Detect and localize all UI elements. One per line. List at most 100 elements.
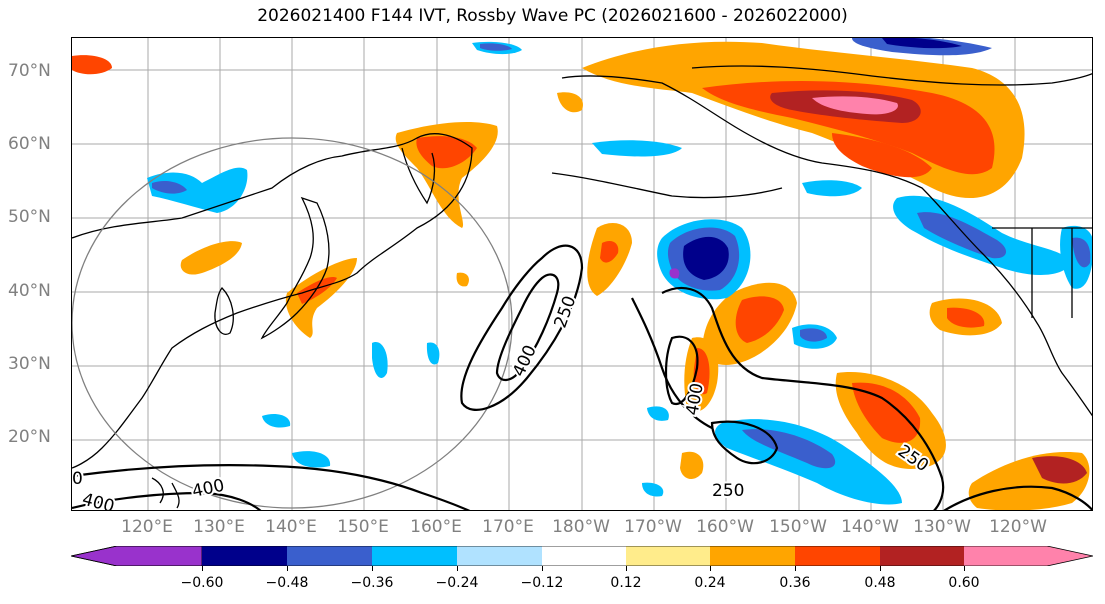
contour-250-south-loop — [710, 420, 779, 465]
colorbar-tick-label: 0.60 — [948, 575, 980, 591]
ivt-contours — [72, 244, 1092, 510]
colorbar-tickmark — [880, 566, 881, 571]
anomaly-hawaii-ne-core — [852, 382, 921, 443]
colorbar-band-1 — [202, 546, 287, 566]
anomaly-pacific-small-3 — [372, 342, 388, 378]
anomaly-pacific-small-2 — [292, 451, 331, 468]
lon-label-160w: 160°W — [696, 517, 754, 537]
colorbar-band-6 — [626, 546, 710, 566]
contour-250-mid — [460, 244, 584, 411]
anomaly-mid-pacific-west-core — [600, 241, 619, 263]
coast-canada-north — [691, 65, 1092, 86]
colorbar-extend-low — [70, 545, 203, 567]
anomaly-kamchatka-core — [416, 136, 477, 169]
anomaly-siberia-1 — [147, 167, 248, 213]
colorbar-tickmark — [626, 566, 627, 571]
anomaly-pacific-small-6 — [647, 406, 669, 421]
coast-japan — [260, 196, 330, 340]
colorbar-tick-label: −0.48 — [265, 575, 309, 591]
lon-label-160e: 160°E — [410, 517, 462, 537]
contour-label-400-sw2: 400 — [80, 489, 117, 511]
anomaly-subtropical-band-core — [742, 429, 836, 469]
lat-label-70n: 70°N — [8, 61, 51, 81]
colorbar-band-8 — [795, 546, 880, 566]
anomaly-japan-core — [297, 277, 337, 304]
anomaly-okhotsk-north-core — [480, 43, 512, 51]
contour-se — [943, 485, 1092, 510]
colorbar-tick-label: −0.60 — [180, 575, 224, 591]
anomaly-se-corner-core — [1032, 456, 1087, 484]
anomaly-gulf-blue — [802, 180, 862, 197]
anomaly-bering-strip — [592, 140, 682, 157]
contour-central-east — [661, 286, 945, 510]
anomaly-east-edge-core — [1072, 237, 1091, 268]
lon-label-120e: 120°E — [121, 517, 173, 537]
anomaly-siberia-1-core — [152, 180, 187, 194]
anomaly-alaska-core — [702, 81, 995, 175]
anomaly-california-west-core — [947, 307, 985, 328]
contour-sw-400 — [72, 491, 262, 510]
contour-central-east-2 — [631, 297, 713, 429]
colorbar-tickmark — [457, 566, 458, 571]
colorbar-extend-high — [964, 546, 1093, 566]
lat-label-40n: 40°N — [8, 281, 51, 301]
lon-label-170e: 170°E — [482, 517, 534, 537]
colorbar — [70, 545, 1094, 567]
coast-alaska — [561, 75, 1092, 417]
colorbar-tick-label: −0.24 — [435, 575, 479, 591]
ivt-negative-anomalies — [147, 38, 1092, 505]
map-panel[interactable]: 250 400 400 250 250 400 400 0 — [71, 37, 1093, 511]
anomaly-small-3 — [72, 55, 112, 75]
anomaly-ne-pacific-low-core — [683, 236, 729, 280]
lon-label-120w: 120°W — [989, 517, 1047, 537]
lon-label-140w: 140°W — [841, 517, 899, 537]
anomaly-small-2 — [557, 92, 583, 113]
colorbar-band-9 — [880, 546, 964, 566]
lon-label-140e: 140°E — [265, 517, 317, 537]
colorbar-band-4 — [457, 546, 542, 566]
contour-400-mid — [495, 273, 560, 381]
colorbar-tickmark — [795, 566, 796, 571]
colorbar-tick-label: 0.48 — [864, 575, 896, 591]
contour-south — [72, 464, 471, 510]
anomaly-alaska-max — [812, 96, 898, 115]
anomaly-small-1 — [456, 272, 469, 287]
coast-us-states — [992, 227, 1092, 318]
colorbar-tickmark — [542, 566, 543, 571]
colorbar-tick-label: 0.36 — [779, 575, 811, 591]
anomaly-pacific-small-4 — [426, 342, 440, 365]
lon-label-150w: 150°W — [769, 517, 827, 537]
coast-asia-east — [72, 133, 473, 469]
colorbar-tick-label: −0.36 — [350, 575, 394, 591]
colorbar-tickmark — [287, 566, 288, 571]
anomaly-central-east-1-core — [735, 296, 784, 343]
lon-label-170w: 170°W — [624, 517, 682, 537]
anomaly-pacific-small-1 — [262, 414, 291, 428]
contour-label-400-center: 400 — [683, 382, 708, 417]
anomaly-china-north — [180, 241, 242, 275]
coastlines — [72, 65, 1092, 509]
anomaly-alaska-north-core — [882, 38, 962, 49]
colorbar-tick-label: −0.12 — [520, 575, 564, 591]
colorbar-tickmark — [202, 566, 203, 571]
anomaly-canada-west-core — [917, 212, 1007, 259]
lon-label-180w: 180°W — [552, 517, 610, 537]
anomaly-south-mid — [680, 451, 704, 480]
reference-circle — [72, 137, 513, 509]
colorbar-band-3 — [372, 546, 457, 566]
colorbar-tickmark — [710, 566, 711, 571]
map-canvas[interactable]: 250 400 400 250 250 400 400 0 — [72, 38, 1093, 511]
anomaly-mid-blue-1-core — [800, 328, 827, 342]
colorbar-tickmark — [964, 566, 965, 571]
lat-label-60n: 60°N — [8, 134, 51, 154]
lon-label-130w: 130°W — [913, 517, 971, 537]
lat-label-50n: 50°N — [8, 207, 51, 227]
coast-aleutians — [551, 172, 783, 199]
colorbar-tickmark — [372, 566, 373, 571]
colorbar-tick-label: 0.24 — [694, 575, 726, 591]
lat-label-20n: 20°N — [8, 427, 51, 447]
anomaly-pacific-small-5 — [642, 482, 664, 497]
colorbar-band-7 — [710, 546, 795, 566]
lon-label-150e: 150°E — [337, 517, 389, 537]
anomaly-gulf-alaska — [832, 133, 932, 178]
